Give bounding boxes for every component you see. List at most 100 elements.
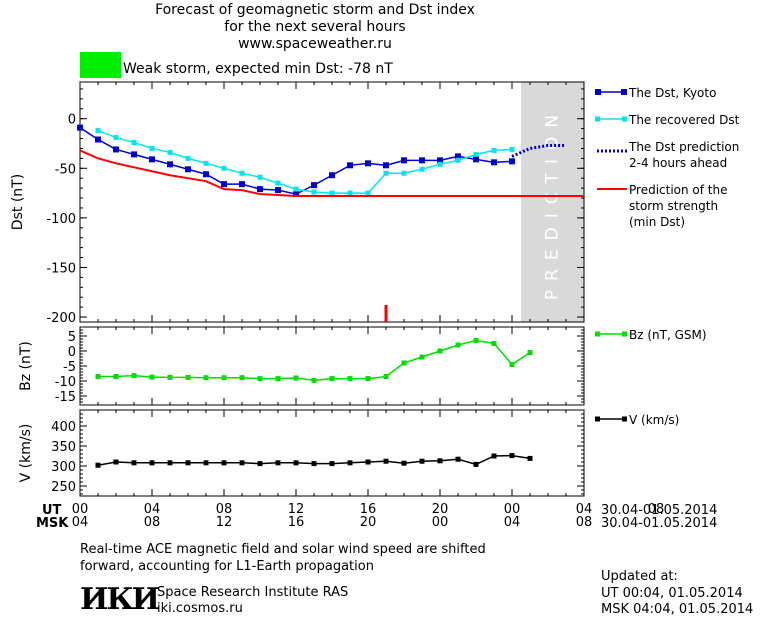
panel-frame bbox=[79, 326, 585, 406]
min-dst-marker bbox=[384, 305, 388, 322]
data-point bbox=[491, 453, 497, 459]
legend-marker bbox=[622, 416, 627, 422]
x-tick-label-msk: 20 bbox=[360, 515, 377, 530]
institute-site[interactable]: iki.cosmos.ru bbox=[157, 601, 243, 616]
data-point bbox=[131, 373, 137, 379]
data-point bbox=[257, 174, 263, 180]
data-point bbox=[185, 374, 191, 380]
data-point bbox=[491, 147, 497, 153]
data-point bbox=[293, 191, 299, 198]
series-line bbox=[79, 149, 584, 198]
data-point bbox=[419, 354, 425, 360]
storm-level-label: Weak storm, expected min Dst: -78 nT bbox=[123, 61, 393, 77]
data-point bbox=[383, 374, 389, 379]
x-tick-label-msk: 16 bbox=[288, 515, 305, 530]
data-point bbox=[77, 124, 83, 131]
legend-label: (min Dst) bbox=[629, 215, 685, 229]
x-tick-label-msk: 12 bbox=[216, 515, 233, 530]
data-point bbox=[311, 182, 317, 189]
y-tick-label: -150 bbox=[46, 261, 76, 276]
y-axis-title: Bz (nT) bbox=[18, 341, 34, 391]
data-point bbox=[131, 139, 137, 145]
data-point bbox=[527, 350, 533, 355]
x-tick-label-msk: 04 bbox=[504, 515, 521, 530]
series-line bbox=[98, 339, 531, 382]
msk-date-range: 30.04-01.05.2014 bbox=[601, 516, 718, 531]
data-point bbox=[491, 159, 497, 166]
prediction-band-label: PREDICTION bbox=[543, 106, 563, 300]
y-tick-label: -100 bbox=[46, 212, 76, 227]
data-point bbox=[473, 156, 479, 163]
footer-note-line-1: Real-time ACE magnetic field and solar w… bbox=[80, 542, 486, 557]
data-point bbox=[419, 157, 425, 164]
data-point bbox=[257, 376, 263, 382]
data-point bbox=[329, 190, 335, 196]
y-tick-label: 250 bbox=[51, 480, 76, 495]
x-tick-label-msk: 08 bbox=[144, 515, 161, 530]
data-point bbox=[149, 460, 155, 466]
y-tick-label: 5 bbox=[68, 330, 76, 345]
x-tick-label-ut: 08 bbox=[216, 502, 233, 517]
data-point bbox=[113, 135, 119, 141]
x-tick-label-ut: 12 bbox=[288, 502, 305, 517]
updated-label: Updated at: bbox=[601, 569, 678, 584]
data-point bbox=[239, 460, 245, 466]
data-point bbox=[347, 190, 353, 196]
data-point bbox=[167, 161, 173, 168]
data-point bbox=[221, 375, 227, 381]
data-point bbox=[419, 166, 425, 172]
x-tick-label-ut: 00 bbox=[504, 502, 521, 517]
series-line bbox=[79, 126, 513, 195]
title-line-3: www.spaceweather.ru bbox=[238, 36, 392, 52]
data-point bbox=[293, 375, 299, 381]
data-point bbox=[509, 453, 515, 459]
y-tick-label: -200 bbox=[46, 311, 76, 326]
data-point bbox=[95, 136, 101, 143]
footer-note-line-2: forward, accounting for L1-Earth propaga… bbox=[80, 559, 374, 574]
legend-marker bbox=[595, 89, 601, 95]
legend-marker bbox=[622, 331, 627, 337]
legend-label: V (km/s) bbox=[629, 413, 679, 427]
data-point bbox=[473, 338, 479, 343]
data-point bbox=[347, 162, 353, 169]
data-point bbox=[437, 161, 443, 167]
data-point bbox=[221, 460, 227, 466]
panel-frame bbox=[79, 81, 585, 323]
x-tick-label-msk: 08 bbox=[576, 515, 593, 530]
legend-marker bbox=[622, 116, 627, 122]
data-point bbox=[203, 460, 209, 466]
data-point bbox=[239, 375, 245, 381]
data-point bbox=[275, 187, 281, 194]
data-point bbox=[473, 461, 479, 467]
data-point bbox=[365, 160, 371, 167]
data-point bbox=[131, 151, 137, 158]
data-point bbox=[329, 461, 335, 467]
data-point bbox=[473, 151, 479, 157]
data-point bbox=[257, 461, 263, 467]
legend-label: Bz (nT, GSM) bbox=[629, 328, 707, 342]
panel-frame bbox=[79, 409, 585, 497]
data-point bbox=[383, 458, 389, 464]
data-point bbox=[455, 342, 461, 348]
data-point bbox=[221, 165, 227, 171]
data-point bbox=[401, 460, 407, 466]
x-tick-label-ut: 20 bbox=[432, 502, 449, 517]
data-point bbox=[203, 171, 209, 178]
data-point bbox=[329, 376, 335, 382]
data-point bbox=[311, 189, 317, 195]
legend-marker bbox=[595, 116, 600, 122]
y-tick-label: -15 bbox=[55, 390, 76, 405]
data-point bbox=[293, 460, 299, 466]
y-tick-label: 0 bbox=[68, 113, 76, 128]
data-point bbox=[383, 170, 389, 176]
data-point bbox=[347, 376, 353, 382]
data-point bbox=[239, 181, 245, 188]
data-point bbox=[311, 461, 317, 467]
data-point bbox=[293, 186, 299, 192]
data-point bbox=[419, 458, 425, 464]
data-point bbox=[257, 186, 263, 193]
data-point bbox=[455, 157, 461, 163]
x-tick-label-ut: 04 bbox=[576, 502, 593, 517]
data-point bbox=[113, 374, 119, 379]
